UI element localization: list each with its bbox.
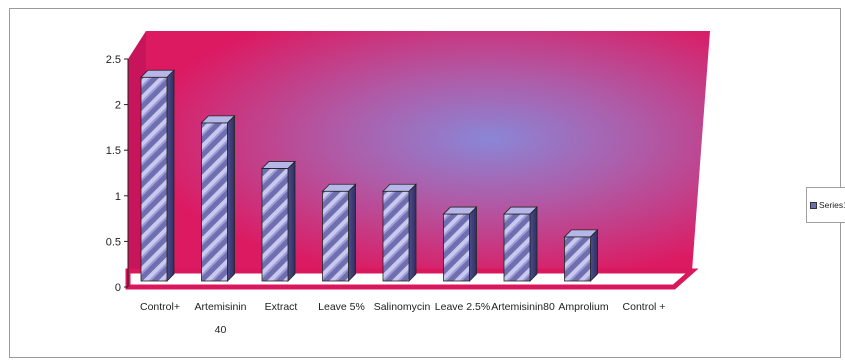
y-tick-label: 0.5: [106, 236, 121, 248]
bar: [261, 160, 296, 282]
bar-side: [408, 183, 417, 282]
x-category-label: Control +: [623, 301, 666, 313]
bar-side: [348, 183, 356, 282]
bar-side: [287, 160, 296, 282]
bar-front: [140, 76, 168, 282]
bar: [382, 183, 417, 282]
x-axis-labels: Control+ Artemisinin 40 Extract Leave 5% Sali…: [140, 301, 665, 336]
bar-top: [382, 183, 417, 192]
chart-frame: 0 0.5 1 1.5 2 2.5 Control+ Artemisinin 40 Extrac…: [9, 8, 845, 358]
y-axis-ticks: 0 0.5 1 1.5 2 2.5: [106, 54, 128, 294]
bar-top: [442, 206, 478, 215]
bar-side: [590, 228, 598, 282]
bar: [563, 228, 599, 282]
x-category-label: Extract: [265, 301, 298, 313]
y-tick-label: 1: [115, 191, 121, 203]
bar-top: [140, 69, 175, 78]
bar: [321, 183, 357, 282]
bar-front: [443, 213, 470, 282]
bar-top: [261, 161, 296, 169]
x-category-label: Control+: [140, 301, 180, 313]
y-tick-label: 1.5: [106, 145, 121, 157]
y-tick-label: 2.5: [106, 54, 121, 66]
x-category-label: Salinomycin: [374, 301, 431, 313]
bar-front: [503, 213, 531, 282]
x-category-label: Amprolium: [558, 301, 608, 313]
bar-front: [382, 190, 410, 282]
bar: [140, 69, 175, 282]
bar-top: [321, 183, 357, 192]
bar-chart: 0 0.5 1 1.5 2 2.5 Control+ Artemisinin 40 Extrac…: [106, 31, 710, 336]
legend-label: Series1: [819, 200, 845, 210]
x-category-label: Leave 5%: [318, 301, 365, 313]
bar-front: [564, 236, 591, 282]
bar-side: [469, 206, 477, 282]
y-tick-label: 2: [115, 100, 121, 112]
bar-top: [200, 115, 236, 124]
bar: [442, 206, 478, 282]
bar-side: [166, 69, 175, 282]
x-category-label: Artemisinin80: [491, 301, 555, 313]
bar-front: [322, 190, 349, 282]
bar-front: [201, 122, 228, 282]
bar-side: [529, 206, 538, 282]
x-category-label: Artemisinin 40: [195, 301, 247, 336]
bar-top: [563, 229, 599, 238]
y-tick-label: 0: [115, 282, 121, 294]
bar: [200, 114, 236, 282]
bars-group: [140, 69, 599, 282]
legend: Series1: [806, 187, 845, 223]
legend-swatch: [810, 201, 817, 209]
bar-side: [227, 114, 235, 282]
bar-front: [261, 168, 289, 282]
x-category-label: Leave 2.5%: [435, 301, 490, 313]
bar: [503, 206, 538, 282]
bar-top: [503, 206, 538, 215]
